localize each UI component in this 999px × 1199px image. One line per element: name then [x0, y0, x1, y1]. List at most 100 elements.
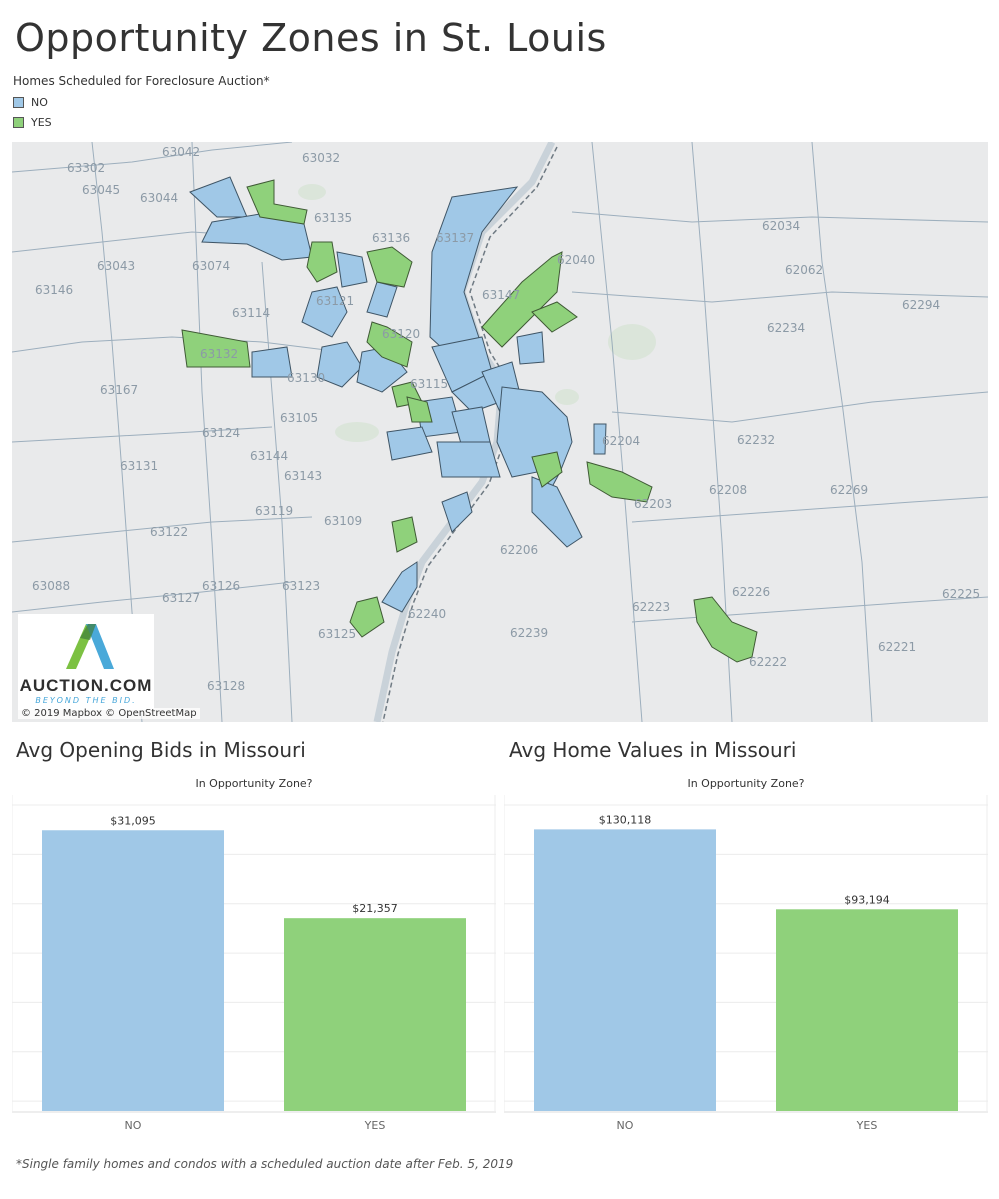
map-attribution[interactable]: © 2019 Mapbox © OpenStreetMap [18, 708, 200, 719]
zip-label: 63105 [280, 411, 318, 425]
zone-yes-63136[interactable] [306, 241, 338, 283]
zip-label: 63131 [120, 459, 158, 473]
bar-yes[interactable] [284, 918, 466, 1111]
zip-label: 62040 [557, 253, 595, 267]
zip-label: 63124 [202, 426, 240, 440]
zip-label: 63146 [35, 283, 73, 297]
zip-label: 62062 [785, 263, 823, 277]
zip-label: 62239 [510, 626, 548, 640]
zone-yes-62207[interactable] [586, 461, 653, 503]
legend-item-no[interactable]: NO [13, 92, 270, 112]
zone-no-63118[interactable] [436, 441, 501, 478]
zip-label: 62204 [602, 434, 640, 448]
zip-label: 63144 [250, 449, 288, 463]
legend-title: Homes Scheduled for Foreclosure Auction* [13, 74, 270, 88]
zip-label: 62223 [632, 600, 670, 614]
zip-label: 63088 [32, 579, 70, 593]
auction-logo-mark [66, 624, 114, 669]
zone-no-62090[interactable] [516, 331, 545, 365]
zone-no-62204[interactable] [593, 423, 607, 455]
bar-no[interactable] [534, 829, 716, 1111]
zone-yes-62220[interactable] [693, 596, 758, 663]
legend-label-yes: YES [31, 115, 52, 129]
zone-no-63112[interactable] [316, 341, 363, 388]
bar-value-label: $93,194 [844, 893, 890, 906]
zip-label: 63123 [282, 579, 320, 593]
zone-no-62205[interactable] [531, 476, 583, 548]
bar-value-label: $21,357 [352, 902, 398, 915]
zone-no-63121[interactable] [366, 281, 398, 318]
zip-label: 63136 [372, 231, 410, 245]
zone-yes-63104[interactable] [406, 396, 433, 423]
x-tick-label: NO [125, 1119, 142, 1132]
home-values-bar-chart[interactable]: $130,118 NO $93,194 YES [504, 795, 988, 1140]
chart-subtitle-opening-bids: In Opportunity Zone? [195, 777, 313, 790]
zone-no-63130[interactable] [251, 346, 293, 378]
zip-label: 63121 [316, 294, 354, 308]
logo-wordmark: AUCTION.COM [19, 676, 153, 695]
zip-label: 62225 [942, 587, 980, 601]
zip-label: 63126 [202, 579, 240, 593]
zone-no-63111[interactable] [441, 491, 473, 533]
zone-yes-63132[interactable] [181, 329, 251, 368]
map-canvas[interactable]: 63042 63032 63302 63045 63044 63135 63136 63137… [12, 142, 988, 722]
legend-item-yes[interactable]: YES [13, 112, 270, 132]
zip-label: 63143 [284, 469, 322, 483]
x-tick-label: YES [364, 1119, 386, 1132]
zip-label: 63128 [207, 679, 245, 693]
zone-no-63120[interactable] [336, 251, 368, 288]
legend-swatch-yes [13, 116, 24, 128]
zip-label: 62294 [902, 298, 940, 312]
x-tick-label: YES [856, 1119, 878, 1132]
zip-label: 63137 [436, 231, 474, 245]
zone-yes-63123[interactable] [349, 596, 385, 638]
opening-bids-bar-chart[interactable]: $31,095 NO $21,357 YES [12, 795, 496, 1140]
chart-title-home-values: Avg Home Values in Missouri [509, 738, 797, 762]
zip-label: 62234 [767, 321, 805, 335]
zip-label: 63109 [324, 514, 362, 528]
zone-yes-63138[interactable] [246, 179, 308, 225]
zip-label: 62208 [709, 483, 747, 497]
zip-label: 62221 [878, 640, 916, 654]
map-legend: Homes Scheduled for Foreclosure Auction*… [13, 74, 270, 132]
zone-yes-62201[interactable] [531, 451, 563, 488]
zip-label: 62240 [408, 607, 446, 621]
auction-logo[interactable]: AUCTION.COM BEYOND THE BID. [18, 614, 154, 710]
zip-label: 63302 [67, 161, 105, 175]
zone-no-63104[interactable] [451, 406, 491, 448]
zip-label: 63043 [97, 259, 135, 273]
zip-label: 62206 [500, 543, 538, 557]
zip-label: 63130 [287, 371, 325, 385]
zip-label: 63167 [100, 383, 138, 397]
map-parks [298, 184, 656, 442]
chart-title-opening-bids: Avg Opening Bids in Missouri [16, 738, 306, 762]
zip-label: 63114 [232, 306, 270, 320]
zip-label: 63032 [302, 151, 340, 165]
bar-value-label: $31,095 [110, 814, 156, 827]
zone-yes-63111[interactable] [391, 516, 418, 553]
zip-label: 63042 [162, 145, 200, 159]
bar-no[interactable] [42, 830, 224, 1111]
zip-label: 62226 [732, 585, 770, 599]
zip-label: 63045 [82, 183, 120, 197]
logo-tagline: BEYOND THE BID. [35, 696, 137, 705]
zip-label: 62269 [830, 483, 868, 497]
zip-label: 62203 [634, 497, 672, 511]
opportunity-zone-map[interactable]: 63042 63032 63302 63045 63044 63135 63136 63137… [12, 142, 988, 722]
zone-yes-63107[interactable] [366, 321, 413, 368]
zone-no-63110[interactable] [386, 426, 433, 461]
zip-label: 63122 [150, 525, 188, 539]
zone-yes-62060[interactable] [481, 251, 563, 348]
zones-yes[interactable] [181, 179, 758, 663]
x-tick-label: NO [617, 1119, 634, 1132]
zone-no-63115[interactable] [301, 286, 348, 338]
zone-yes-62040[interactable] [531, 301, 578, 333]
zip-label: 62222 [749, 655, 787, 669]
zip-label: 62232 [737, 433, 775, 447]
zip-label: 63147 [482, 288, 520, 302]
bar-yes[interactable] [776, 909, 958, 1111]
zone-no-63138[interactable] [189, 176, 248, 218]
zone-yes-63137[interactable] [366, 246, 413, 288]
zones-no[interactable] [189, 176, 607, 613]
zone-no-63116[interactable] [381, 561, 418, 613]
